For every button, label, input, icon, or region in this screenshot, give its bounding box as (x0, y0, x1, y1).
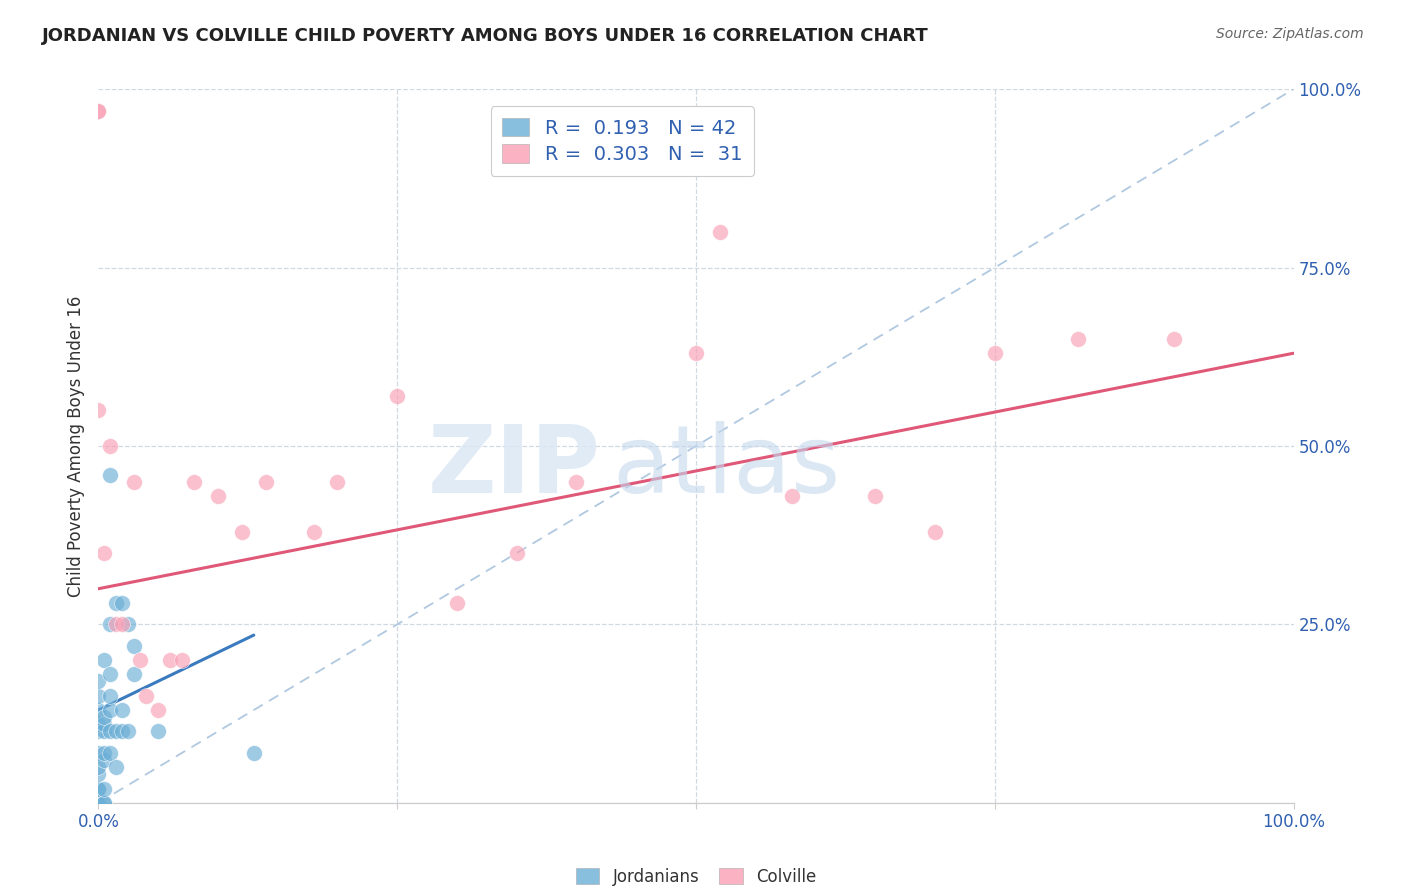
Point (1067, 332, 1090, 346)
Point (87, 767, 110, 781)
Point (98, 724, 122, 739)
Text: JORDANIAN VS COLVILLE CHILD POVERTY AMONG BOYS UNDER 16 CORRELATION CHART: JORDANIAN VS COLVILLE CHILD POVERTY AMON… (42, 27, 929, 45)
Y-axis label: Child Poverty Among Boys Under 16: Child Poverty Among Boys Under 16 (66, 295, 84, 597)
Point (124, 475, 146, 489)
Point (302, 524, 325, 539)
Point (98, 617, 122, 632)
Point (129, 653, 152, 667)
Point (98, 689, 122, 703)
Point (98, 667, 122, 681)
Point (93, 796, 115, 810)
Point (87, 781, 110, 796)
Text: ZIP: ZIP (427, 421, 600, 514)
Text: atlas: atlas (612, 421, 841, 514)
Point (87, 796, 110, 810)
Point (93, 796, 115, 810)
Point (863, 489, 886, 503)
Point (87, 781, 110, 796)
Point (446, 596, 468, 610)
Point (105, 760, 128, 774)
Point (87, 796, 110, 810)
Point (98, 746, 122, 760)
Point (98, 467, 122, 482)
Point (148, 724, 170, 739)
Point (117, 617, 139, 632)
Text: Source: ZipAtlas.com: Source: ZipAtlas.com (1216, 27, 1364, 41)
Point (685, 346, 707, 360)
Point (93, 717, 115, 731)
Point (780, 489, 803, 503)
Point (172, 653, 194, 667)
Point (93, 781, 115, 796)
Point (87, 103, 110, 118)
Point (93, 710, 115, 724)
Point (93, 724, 115, 739)
Point (183, 475, 205, 489)
Point (87, 796, 110, 810)
Point (111, 617, 134, 632)
Point (506, 546, 529, 560)
Point (87, 403, 110, 417)
Point (159, 653, 181, 667)
Point (207, 489, 229, 503)
Point (111, 724, 134, 739)
Point (565, 475, 588, 489)
Point (254, 475, 277, 489)
Point (135, 689, 157, 703)
Point (111, 596, 134, 610)
Point (111, 703, 134, 717)
Point (105, 596, 128, 610)
Point (87, 746, 110, 760)
Point (385, 389, 409, 403)
Point (93, 653, 115, 667)
Point (243, 746, 266, 760)
Legend: Jordanians, Colville: Jordanians, Colville (569, 861, 823, 892)
Point (87, 103, 110, 118)
Point (98, 703, 122, 717)
Point (87, 703, 110, 717)
Point (105, 617, 128, 632)
Point (87, 674, 110, 689)
Point (87, 760, 110, 774)
Point (93, 546, 115, 560)
Point (148, 703, 170, 717)
Point (924, 524, 946, 539)
Point (326, 475, 349, 489)
Point (124, 639, 146, 653)
Point (87, 796, 110, 810)
Point (124, 667, 146, 681)
Point (117, 724, 139, 739)
Point (983, 346, 1005, 360)
Point (93, 753, 115, 767)
Point (709, 225, 731, 239)
Point (98, 439, 122, 453)
Point (87, 689, 110, 703)
Point (1163, 332, 1185, 346)
Point (87, 724, 110, 739)
Point (231, 524, 253, 539)
Point (93, 746, 115, 760)
Point (87, 717, 110, 731)
Point (105, 724, 128, 739)
